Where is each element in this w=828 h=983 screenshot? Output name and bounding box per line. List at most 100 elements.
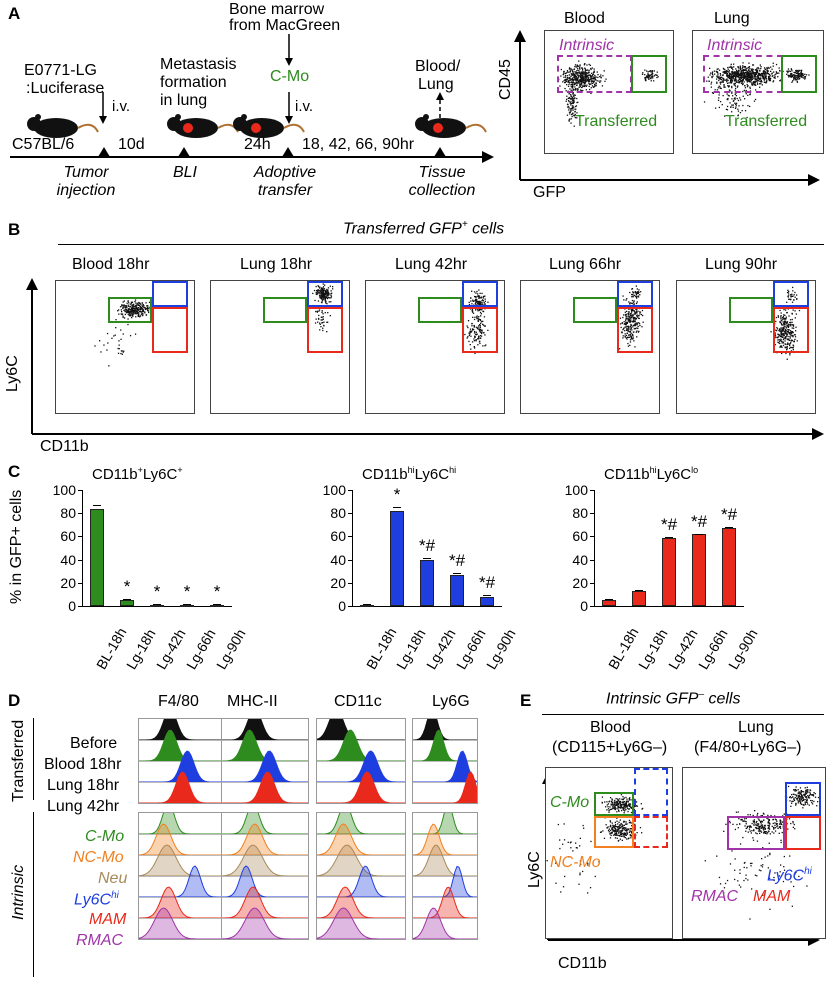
row-label-cmo: C-Mo (85, 828, 125, 845)
y-tick-label: 0 (338, 598, 346, 614)
gate-intrinsic-blood (557, 55, 632, 93)
histogram-column-1-1 (138, 718, 222, 804)
gate-b3-blue (462, 281, 498, 307)
histogram-peak (139, 823, 221, 855)
error-bar (123, 599, 131, 601)
y-tick (78, 582, 82, 584)
step-marker-2 (178, 147, 190, 157)
y-tick (590, 559, 594, 561)
marker-f480: F4/80 (158, 693, 199, 710)
histogram-column-1-4 (412, 718, 478, 804)
bar-2-BL-18h (360, 604, 374, 607)
flow-plot-b2 (210, 280, 350, 414)
bm-arrow (285, 58, 293, 66)
row-label-lung42: Lung 42hr (47, 798, 120, 815)
histogram-peak (317, 886, 405, 918)
luciferase-label: :Luciferase (26, 80, 105, 97)
y-tick-label: 20 (330, 574, 346, 591)
y-tick (78, 536, 82, 538)
flow-plot-e-blood: C-Mo NC-Mo (545, 767, 673, 939)
gate-e-ncmo (594, 816, 634, 848)
bar-1-BL-18h (90, 508, 104, 606)
row-label-neu: Neu (98, 870, 128, 887)
y-tick (348, 536, 352, 538)
bar-chart-yaxis-1 (82, 490, 83, 606)
flow-title-lung: Lung (714, 10, 750, 27)
flow-plot-blood: Intrinsic Transferred (544, 30, 674, 154)
cell-line-label: E0771-LG (24, 62, 97, 79)
e-label-ncmo: NC-Mo (550, 854, 601, 871)
iv-label-2: i.v. (295, 98, 314, 115)
flow-plot-b4 (520, 280, 660, 414)
histogram-column-2-2 (221, 812, 309, 940)
flow-plot-e-lung: Ly6Chi RMAC MAM (682, 767, 826, 939)
transferred-bracket (33, 718, 34, 800)
histogram-peak (413, 907, 477, 939)
flow-dots-lung (703, 62, 810, 119)
panel-b-header-rule (58, 244, 824, 245)
interval-times: 18, 42, 66, 90hr (302, 136, 415, 153)
y-tick-label: 80 (330, 505, 346, 522)
bar-chart-xaxis-2 (352, 606, 502, 607)
step-label-1: Tumor injection (56, 164, 116, 199)
bone-marrow-line-1: Bone marrow (229, 1, 325, 18)
histogram-peak (413, 844, 477, 876)
gate-e-cmo (594, 792, 634, 816)
panel-b-label: B (8, 220, 21, 239)
bar-1-Lg-90h (210, 604, 224, 607)
y-tick (590, 536, 594, 538)
significance-mark: * (183, 582, 191, 602)
y-tick-label: 60 (330, 528, 346, 545)
histogram-column-2-1 (138, 812, 222, 940)
bar-2-Lg-18h (390, 510, 404, 606)
cmo-label: C-Mo (270, 68, 310, 85)
histogram-peak (317, 771, 405, 803)
significance-mark: * (123, 577, 131, 597)
error-bar (635, 589, 643, 591)
histogram-peak (222, 813, 308, 834)
gate-b3-green (418, 297, 462, 323)
marker-mhcii: MHC-II (227, 693, 278, 710)
bar-chart-xaxis-3 (594, 606, 744, 607)
bar-chart-title-3: CD11bhiLy6Clo (604, 465, 699, 483)
bar-1-Lg-66h (180, 604, 194, 607)
significance-mark: * (213, 582, 221, 602)
histogram-peak (222, 771, 308, 803)
mouse-icon-4 (415, 114, 487, 138)
histogram-peak (139, 719, 221, 740)
panel-e-header: Intrinsic GFP– cells (606, 689, 741, 708)
gate-b2-green (263, 297, 307, 323)
panel-c-label: C (8, 462, 21, 481)
collect-line-1: Blood/ (415, 58, 461, 75)
bar-chart-yaxis-3 (594, 490, 595, 606)
gate-b4-blue (617, 281, 653, 307)
y-tick (590, 582, 594, 584)
histogram-peak (222, 750, 308, 782)
plot-title-b3: Lung 42hr (395, 256, 468, 273)
row-label-lung18: Lung 18hr (47, 777, 120, 794)
marker-cd11c: CD11c (334, 693, 382, 710)
y-tick (590, 490, 594, 491)
histogram-column-2-3 (316, 812, 406, 940)
significance-mark: *# (690, 511, 708, 531)
flow-xaxis-gfp: GFP (533, 184, 566, 201)
histogram-peak (317, 844, 405, 876)
histogram-peak (139, 771, 221, 803)
flow-axes-a (514, 30, 820, 186)
error-bar (93, 505, 101, 508)
y-tick-label: 100 (52, 482, 76, 498)
histogram-peak (413, 719, 477, 740)
y-tick (348, 606, 352, 607)
metastasis-line-1: Metastasis (160, 56, 237, 73)
significance-mark: * (153, 582, 161, 602)
interval-10d: 10d (118, 136, 145, 153)
histogram-peak (139, 750, 221, 782)
histogram-peak (317, 729, 405, 761)
mouse-strain-label: C57BL/6 (12, 136, 75, 153)
y-tick-label: 0 (68, 598, 76, 614)
step-marker-1 (98, 147, 110, 157)
gate-b5-green (729, 297, 773, 323)
flow-title-blood: Blood (564, 10, 605, 27)
timeline-arrowhead (482, 151, 494, 163)
panel-e-blood-sub: (CD115+Ly6G–) (552, 739, 668, 756)
